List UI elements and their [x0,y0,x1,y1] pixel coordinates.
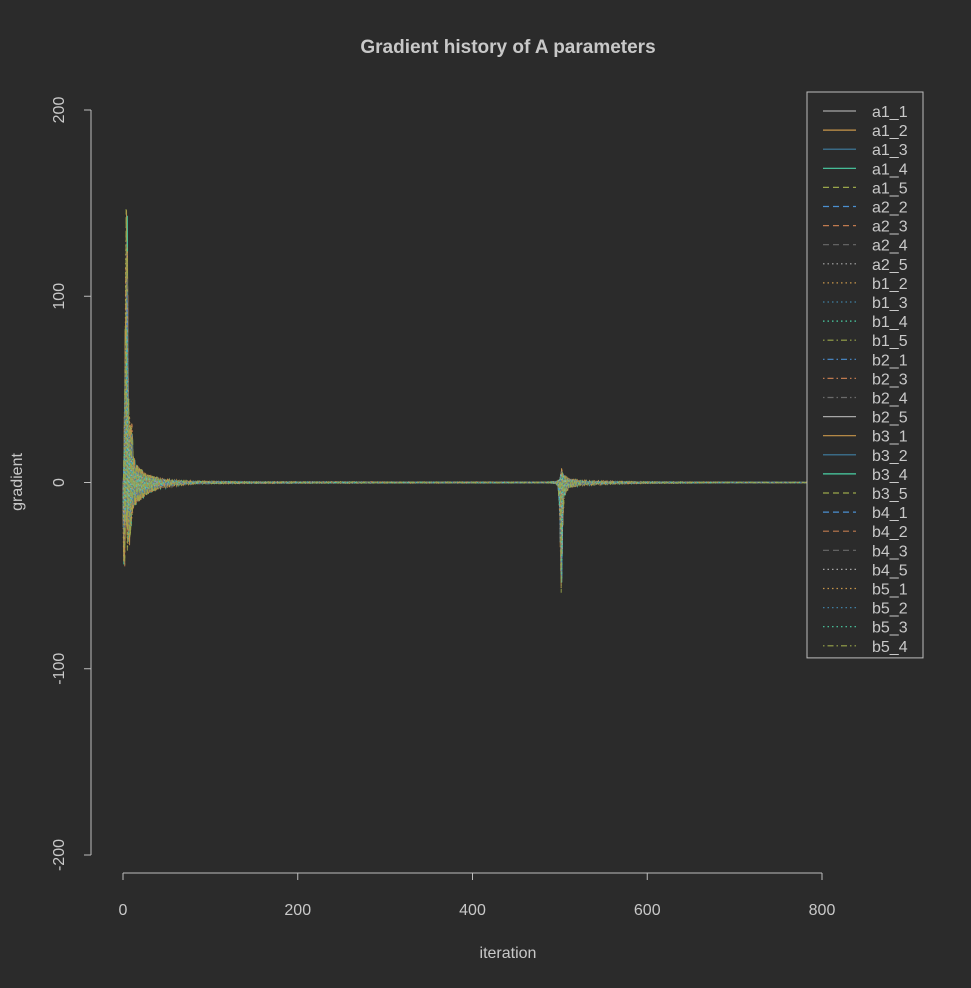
legend-label: b2_4 [872,391,908,408]
legend-label: b1_3 [872,295,908,312]
series-line-b4_5 [122,308,823,555]
legend-label: b3_4 [872,467,908,484]
legend-label: a2_5 [872,257,908,274]
legend-label: b5_3 [872,620,908,637]
legend-label: b3_2 [872,448,908,465]
legend-label: a1_4 [872,161,908,178]
series-line-b5_4 [122,209,823,593]
x-tick-label: 200 [284,902,311,919]
legend-label: b4_1 [872,505,908,522]
legend-label: a2_4 [872,238,908,255]
legend-label: a1_2 [872,123,908,140]
legend-label: b1_2 [872,276,908,293]
series-line-b5_2 [122,356,823,531]
legend-label: b5_2 [872,601,908,618]
y-axis-title: gradient [9,453,26,511]
legend-label: b4_2 [872,524,908,541]
legend-label: a1_3 [872,142,908,159]
legend-label: a1_5 [872,180,908,197]
y-tick-label: 0 [51,478,68,487]
legend-label: b2_1 [872,352,908,369]
legend-label: b2_3 [872,371,908,388]
x-tick-label: 800 [809,902,836,919]
legend-label: b3_1 [872,429,908,446]
legend-label: b4_3 [872,543,908,560]
series-line-b4_3 [122,325,823,549]
legend-label: b1_5 [872,333,908,350]
legend-label: b2_5 [872,410,908,427]
x-axis: 0 200 400 600 800 [119,872,836,919]
legend-label: a2_2 [872,200,908,217]
y-tick-label: -100 [51,653,68,685]
legend-label: a2_3 [872,219,908,236]
chart-title: Gradient history of A parameters [360,37,655,58]
legend-label: b4_5 [872,562,908,579]
y-tick-label: -200 [51,839,68,871]
x-tick-label: 400 [459,902,486,919]
y-axis: -200 -100 0 100 200 [51,97,92,871]
legend-label: b5_1 [872,582,908,599]
legend-label: b3_5 [872,486,908,503]
x-axis-title: iteration [480,945,537,962]
x-tick-label: 0 [119,902,128,919]
plot-series-group [122,209,823,593]
legend-label: b1_4 [872,314,908,331]
legend: a1_1 a1_2 a1_3 a1_4 a1_5 a2_2 a2_3 a2_4 a2_5 b1_2… [806,91,924,659]
legend-label: b5_4 [872,639,908,656]
x-tick-label: 600 [634,902,661,919]
y-tick-label: 200 [51,97,68,124]
legend-label: a1_1 [872,104,908,121]
legend-box [806,91,924,659]
y-tick-label: 100 [51,283,68,310]
